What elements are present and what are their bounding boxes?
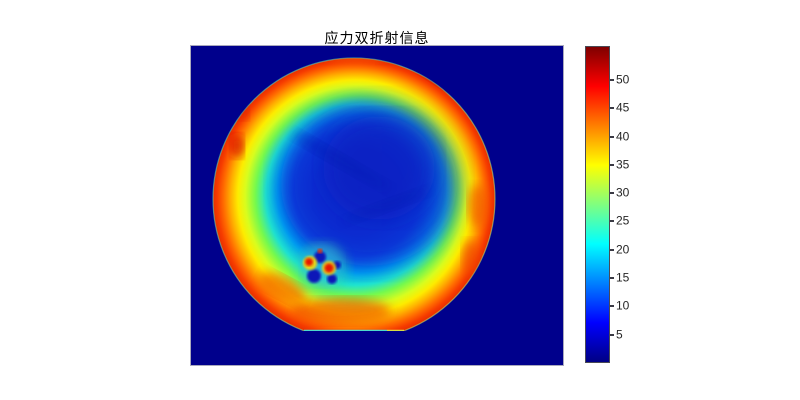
colorbar-tick-mark (610, 107, 614, 110)
colorbar-tick-label: 30 (616, 185, 630, 200)
rim-hot-patch-topcenter (326, 58, 386, 63)
colorbar-tick-label: 50 (616, 72, 630, 87)
colorbar-tick-mark (610, 78, 614, 81)
colorbar-tick-mark (610, 333, 614, 336)
rim-hot-band-bottom (291, 298, 391, 324)
wafer-heatmap (191, 46, 563, 365)
dark-streak (293, 132, 389, 190)
colorbar-tick-mark (610, 192, 614, 195)
colorbar-tick-mark (610, 135, 614, 138)
colorbar-tick-label: 15 (616, 270, 630, 285)
colorbar-tick-mark (610, 220, 614, 223)
dark-streak (343, 189, 429, 223)
colorbar-tick-mark (610, 277, 614, 280)
colorbar-tick-label: 25 (616, 214, 630, 229)
rim-hot-spot-left (230, 134, 244, 158)
colorbar-tick-label: 35 (616, 157, 630, 172)
colorbar-tick-mark (610, 305, 614, 308)
rim-hot-band-bottomleft (259, 272, 307, 304)
wafer-image-axes (191, 46, 563, 365)
rim-hot-patch-right (468, 184, 488, 228)
defect-cluster (295, 242, 349, 296)
colorbar-gradient (585, 46, 610, 363)
colorbar-tick-mark (610, 163, 614, 166)
colorbar-tick-label: 40 (616, 129, 630, 144)
colorbar-tick-label: 45 (616, 100, 630, 115)
chart-title: 应力双折射信息 (324, 32, 430, 47)
colorbar-tick-label: 20 (616, 242, 630, 257)
colorbar-tick-label: 10 (616, 299, 630, 314)
colorbar-tick-label: 5 (616, 327, 623, 342)
colorbar-tick-mark (610, 248, 614, 251)
rim-hot-patch-lowerright (462, 240, 480, 276)
